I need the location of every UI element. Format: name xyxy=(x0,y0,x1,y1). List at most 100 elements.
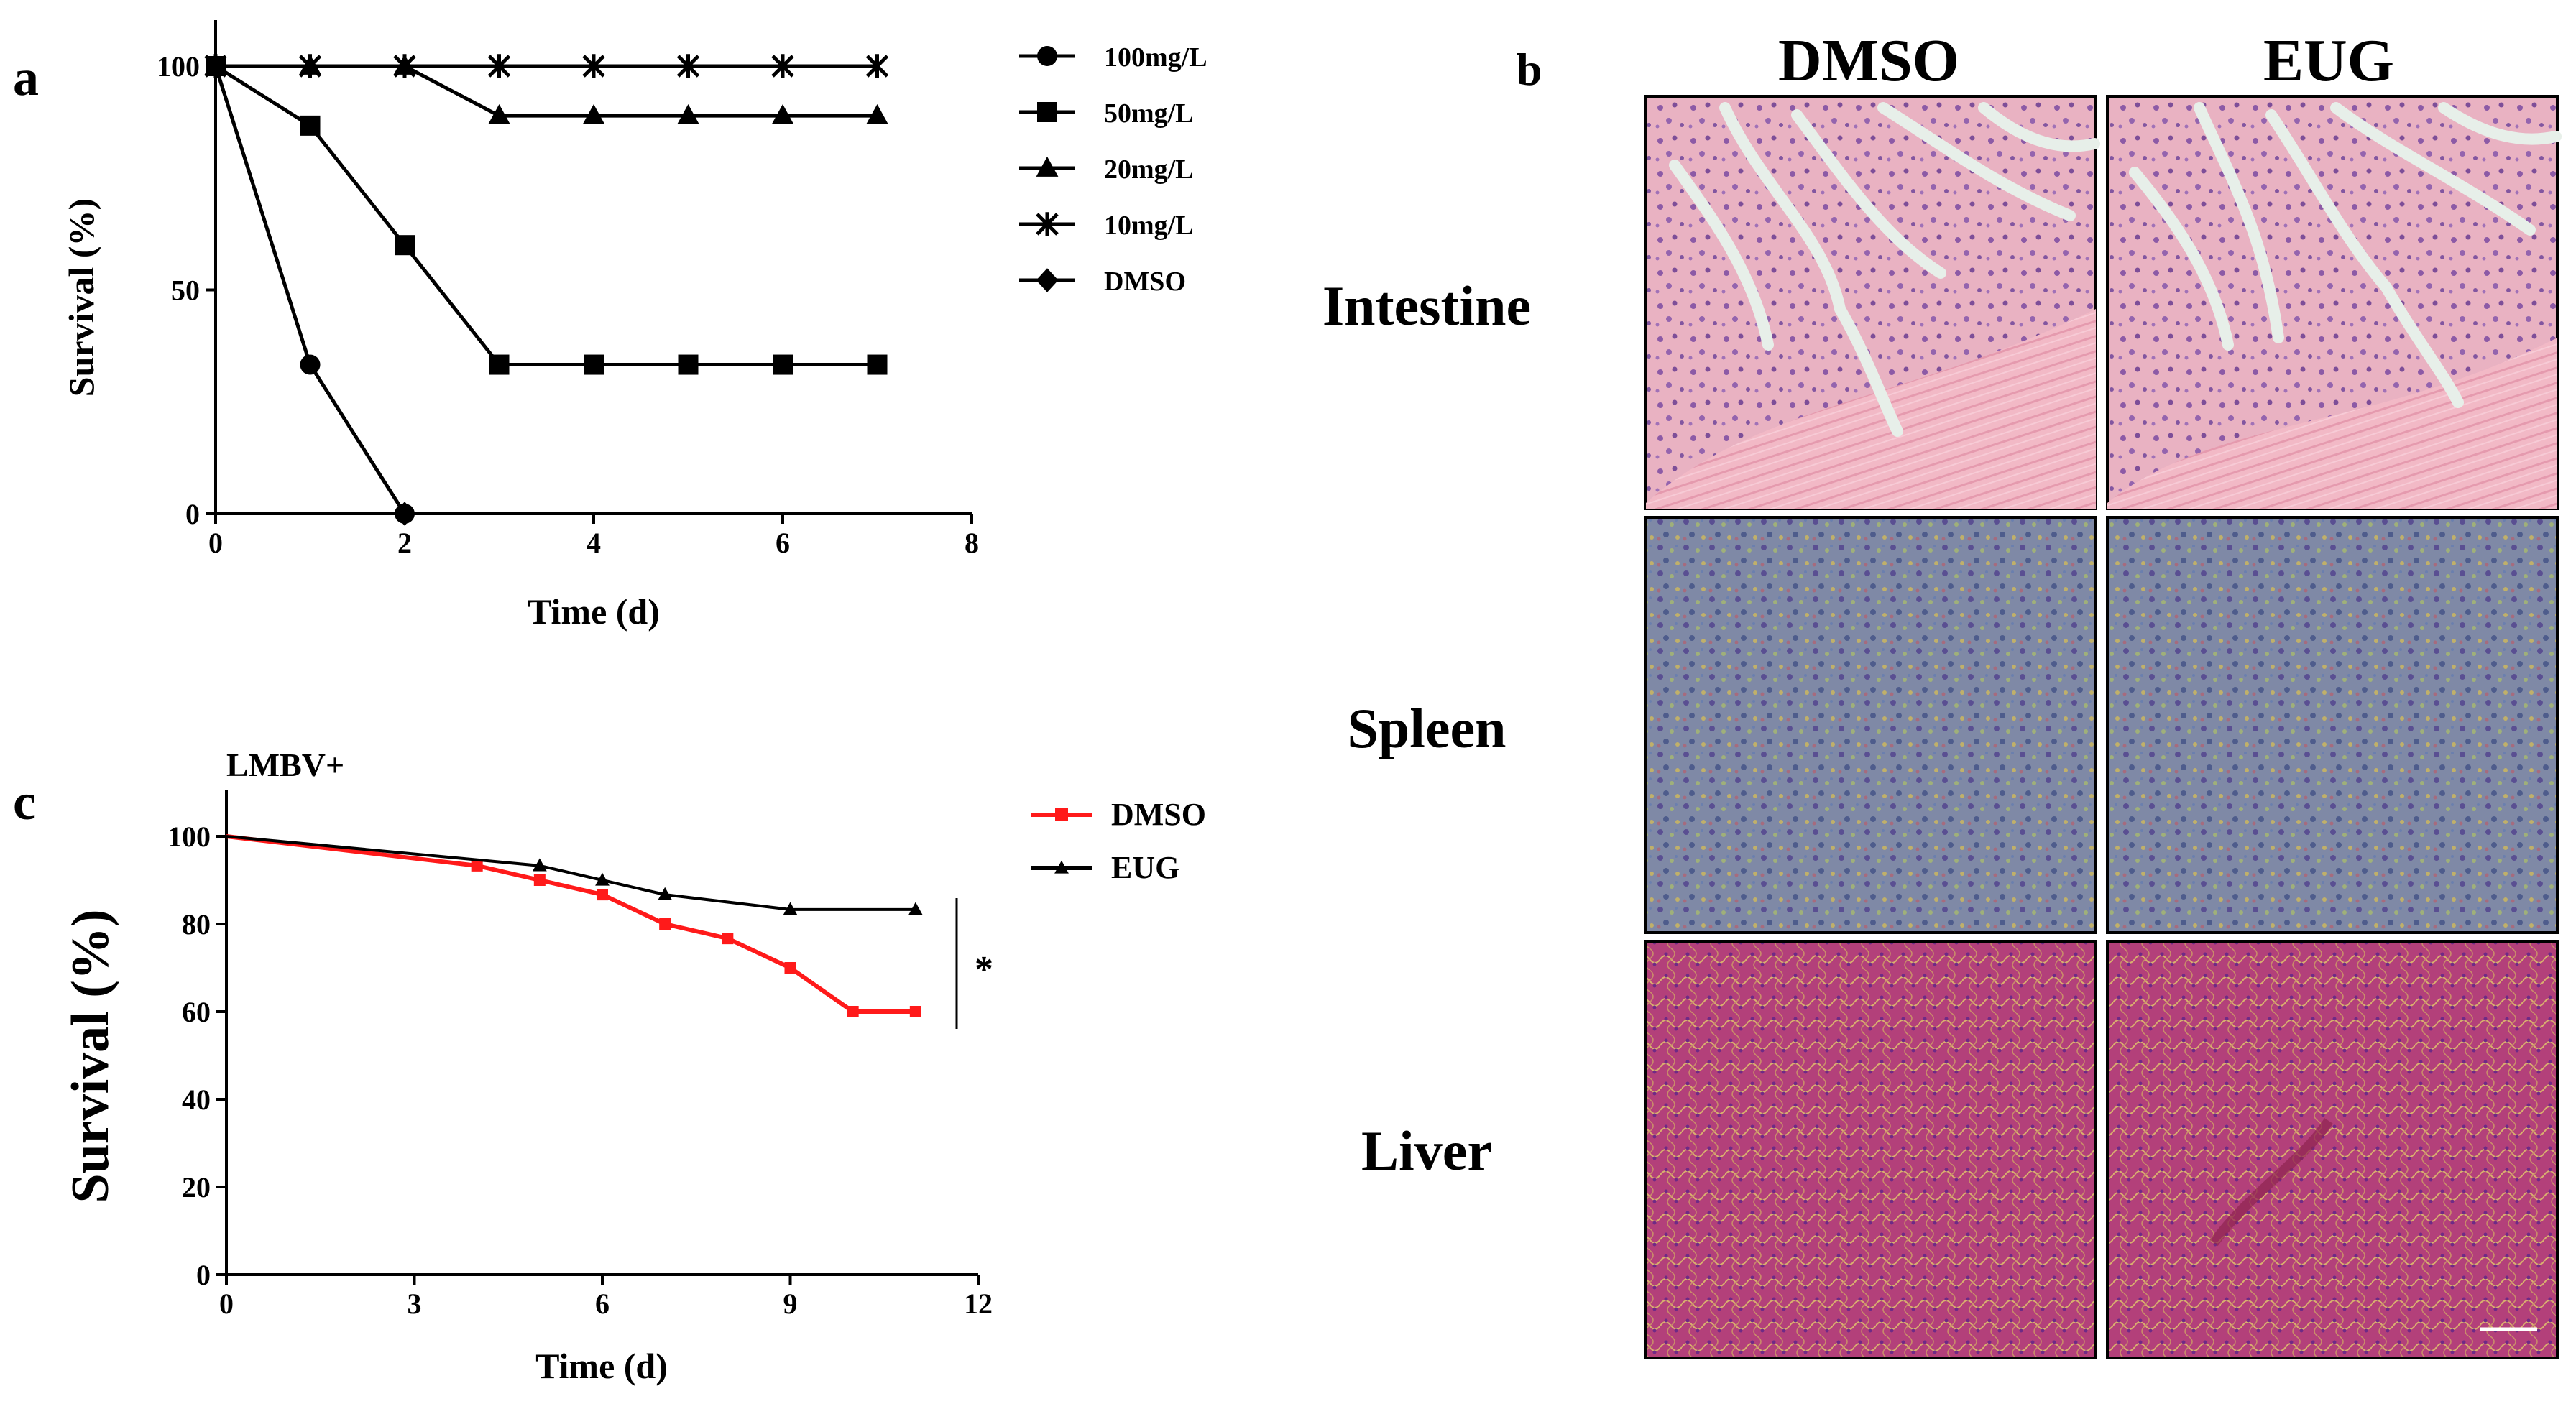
data-point xyxy=(597,889,608,901)
y-tick-label: 20 xyxy=(182,1171,211,1203)
legend-marker xyxy=(1036,268,1059,292)
data-point xyxy=(677,104,699,125)
data-point xyxy=(784,962,796,974)
data-point xyxy=(488,104,510,125)
y-tick-label: 40 xyxy=(182,1083,211,1116)
column-header-dmso: DMSO xyxy=(1778,27,1959,94)
panel-c-y-axis-label: Survival (%) xyxy=(61,909,120,1203)
legend-label: DMSO xyxy=(1111,797,1206,832)
panel-c-label: c xyxy=(13,773,36,831)
y-tick-label: 60 xyxy=(182,996,211,1028)
legend-marker xyxy=(1037,46,1057,66)
data-point xyxy=(866,104,888,125)
data-point xyxy=(908,902,923,915)
legend-label: 10mg/L xyxy=(1104,211,1194,241)
series-line-dmso xyxy=(226,834,916,1014)
intestine-eug-histology-image xyxy=(2106,95,2562,510)
x-tick-label: 9 xyxy=(783,1288,798,1320)
legend-label: DMSO xyxy=(1104,267,1186,297)
data-point xyxy=(395,235,415,256)
data-point xyxy=(658,887,673,900)
spleen-dmso-histology-image xyxy=(1644,516,2097,934)
data-point xyxy=(783,902,798,915)
y-tick-label: 0 xyxy=(185,498,200,530)
data-point xyxy=(533,874,546,886)
row-label-liver: Liver xyxy=(1361,1119,1492,1182)
panel-c-legend: DMSO EUG xyxy=(1031,797,1206,885)
panel-c-subtitle: LMBV+ xyxy=(226,747,344,783)
data-point xyxy=(582,54,605,78)
data-point xyxy=(471,859,483,872)
row-label-spleen: Spleen xyxy=(1347,697,1506,759)
legend-marker xyxy=(1054,860,1069,874)
data-point xyxy=(595,872,610,886)
panel-c-x-axis-label: Time (d) xyxy=(535,1346,668,1386)
series-line-eug xyxy=(226,835,916,911)
y-tick-label: 100 xyxy=(167,821,211,853)
data-point xyxy=(771,54,794,78)
data-point xyxy=(867,354,888,375)
data-point xyxy=(300,115,321,136)
data-point xyxy=(722,933,734,945)
data-point xyxy=(204,54,227,78)
liver-dmso-histology-image xyxy=(1644,940,2097,1359)
data-point xyxy=(582,104,605,125)
panel-c-survival-chart: c LMBV+ 0 3 6 9 12 0 20 40 60 80 100 DMSO EUG * Tim… xyxy=(13,747,1206,1386)
data-point xyxy=(584,354,604,375)
data-point xyxy=(847,1006,859,1017)
data-point xyxy=(676,54,700,78)
legend-label: EUG xyxy=(1111,850,1179,885)
y-tick-label: 50 xyxy=(171,274,200,307)
significance-bracket: * xyxy=(955,898,993,1029)
x-tick-label: 0 xyxy=(219,1288,234,1320)
panel-c-series xyxy=(226,834,923,1017)
legend-label: 20mg/L xyxy=(1104,154,1194,185)
data-point xyxy=(659,918,671,930)
y-tick-label: 80 xyxy=(182,908,211,941)
intestine-dmso-histology-image xyxy=(1644,95,2100,510)
panel-a-legend: 100mg/L 50mg/L 20mg/L 10mg/L DMSO xyxy=(1019,42,1208,297)
panel-b-label: b xyxy=(1517,44,1542,95)
x-tick-label: 6 xyxy=(595,1288,610,1320)
data-point xyxy=(300,354,321,375)
data-point xyxy=(771,104,794,125)
x-tick-label: 12 xyxy=(964,1288,993,1320)
data-point xyxy=(393,54,416,78)
panel-b-histology-grid: b DMSO EUG Intestine Spleen Liver xyxy=(1322,27,2562,1359)
data-point xyxy=(532,858,547,872)
panel-a-y-axis-label: Survival (%) xyxy=(61,198,101,397)
data-point xyxy=(489,354,510,375)
data-point xyxy=(487,54,511,78)
x-tick-label: 6 xyxy=(776,527,790,559)
panel-a-survival-chart: a 0 2 4 6 8 0 50 100 100mg/L 50mg/L 20mg/L 10mg/L D… xyxy=(13,20,1208,632)
x-tick-label: 3 xyxy=(408,1288,422,1320)
data-point xyxy=(865,54,889,78)
column-header-eug: EUG xyxy=(2263,27,2394,94)
data-point xyxy=(393,502,416,526)
legend-marker xyxy=(1055,808,1068,821)
data-point xyxy=(909,1006,921,1017)
significance-star: * xyxy=(975,949,993,990)
legend-marker xyxy=(1036,212,1059,236)
x-tick-label: 8 xyxy=(965,527,979,559)
data-point xyxy=(298,54,322,78)
spleen-eug-histology-image xyxy=(2106,516,2559,934)
y-tick-label: 0 xyxy=(196,1259,211,1291)
x-tick-label: 4 xyxy=(586,527,601,559)
series-line-50mgl xyxy=(214,64,878,367)
legend-marker xyxy=(1036,156,1059,177)
legend-marker xyxy=(1037,102,1057,122)
panel-c-axes: 0 3 6 9 12 0 20 40 60 80 100 xyxy=(167,790,993,1320)
row-label-intestine: Intestine xyxy=(1322,274,1531,337)
panel-a-x-axis-label: Time (d) xyxy=(528,591,660,632)
y-tick-label: 100 xyxy=(157,50,200,83)
panel-a-axes: 0 2 4 6 8 0 50 100 xyxy=(157,20,979,559)
panel-a-series xyxy=(204,54,889,526)
data-point xyxy=(773,354,793,375)
data-point xyxy=(678,354,699,375)
panel-a-label: a xyxy=(13,49,39,106)
legend-label: 100mg/L xyxy=(1104,42,1208,73)
x-tick-label: 2 xyxy=(397,527,412,559)
liver-eug-histology-image xyxy=(2106,940,2559,1359)
